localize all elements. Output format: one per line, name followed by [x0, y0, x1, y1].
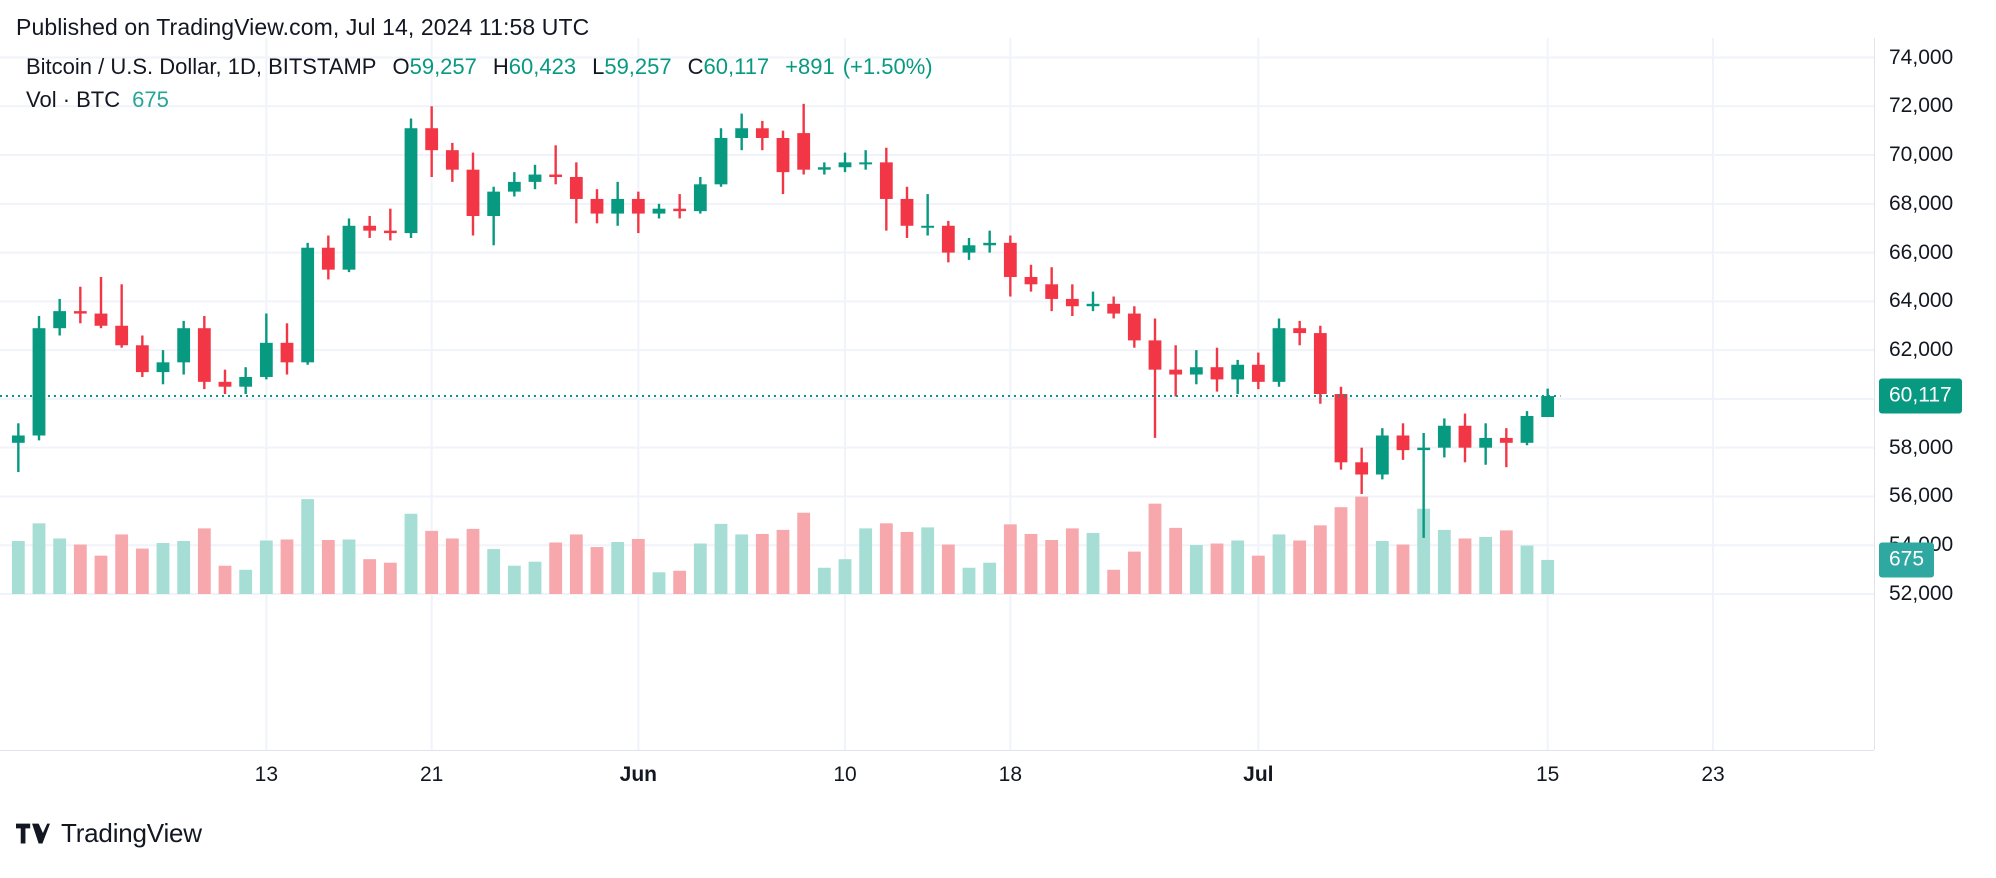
chart-plot-area[interactable]	[0, 38, 1874, 750]
time-axis[interactable]: 13 21 Jun 10 18 Jul 15 23	[0, 750, 1874, 798]
candles	[11, 103, 1555, 538]
time-axis-tick: 10	[833, 763, 857, 786]
price-axis-tick: 52,000	[1889, 582, 1954, 605]
time-axis-tick: Jun	[619, 763, 657, 786]
price-axis-tick: 70,000	[1889, 143, 1954, 167]
price-axis-tick: 68,000	[1889, 191, 1954, 215]
time-axis-tick: 23	[1701, 763, 1725, 786]
published-caption: Published on TradingView.com, Jul 14, 20…	[16, 14, 590, 40]
price-axis-tick: 58,000	[1889, 435, 1954, 459]
price-axis-tick: 64,000	[1889, 289, 1954, 313]
price-axis-tick: 74,000	[1889, 45, 1954, 69]
current-volume-badge[interactable]: 675	[1879, 542, 1935, 578]
price-axis[interactable]: 74,000 72,000 70,000 68,000 66,000 64,000 62,0…	[1874, 38, 1996, 750]
volume-bars	[11, 496, 1555, 594]
candlestick-svg	[0, 38, 1874, 750]
tradingview-footer: TradingView	[16, 818, 202, 849]
price-axis-tick: 66,000	[1889, 240, 1954, 264]
tradingview-logo-icon	[16, 823, 50, 843]
time-axis-tick: 18	[998, 763, 1023, 786]
time-axis-tick: 15	[1535, 763, 1560, 786]
tradingview-wordmark: TradingView	[61, 818, 202, 848]
price-axis-tick: 72,000	[1889, 94, 1954, 118]
grid-lines	[0, 38, 1874, 750]
time-axis-tick: 13	[254, 763, 279, 786]
price-axis-tick: 56,000	[1889, 484, 1954, 508]
price-axis-tick: 62,000	[1889, 338, 1954, 362]
time-axis-tick: 21	[419, 763, 444, 786]
time-axis-tick: Jul	[1243, 763, 1274, 786]
current-price-badge[interactable]: 60,117	[1879, 378, 1962, 414]
